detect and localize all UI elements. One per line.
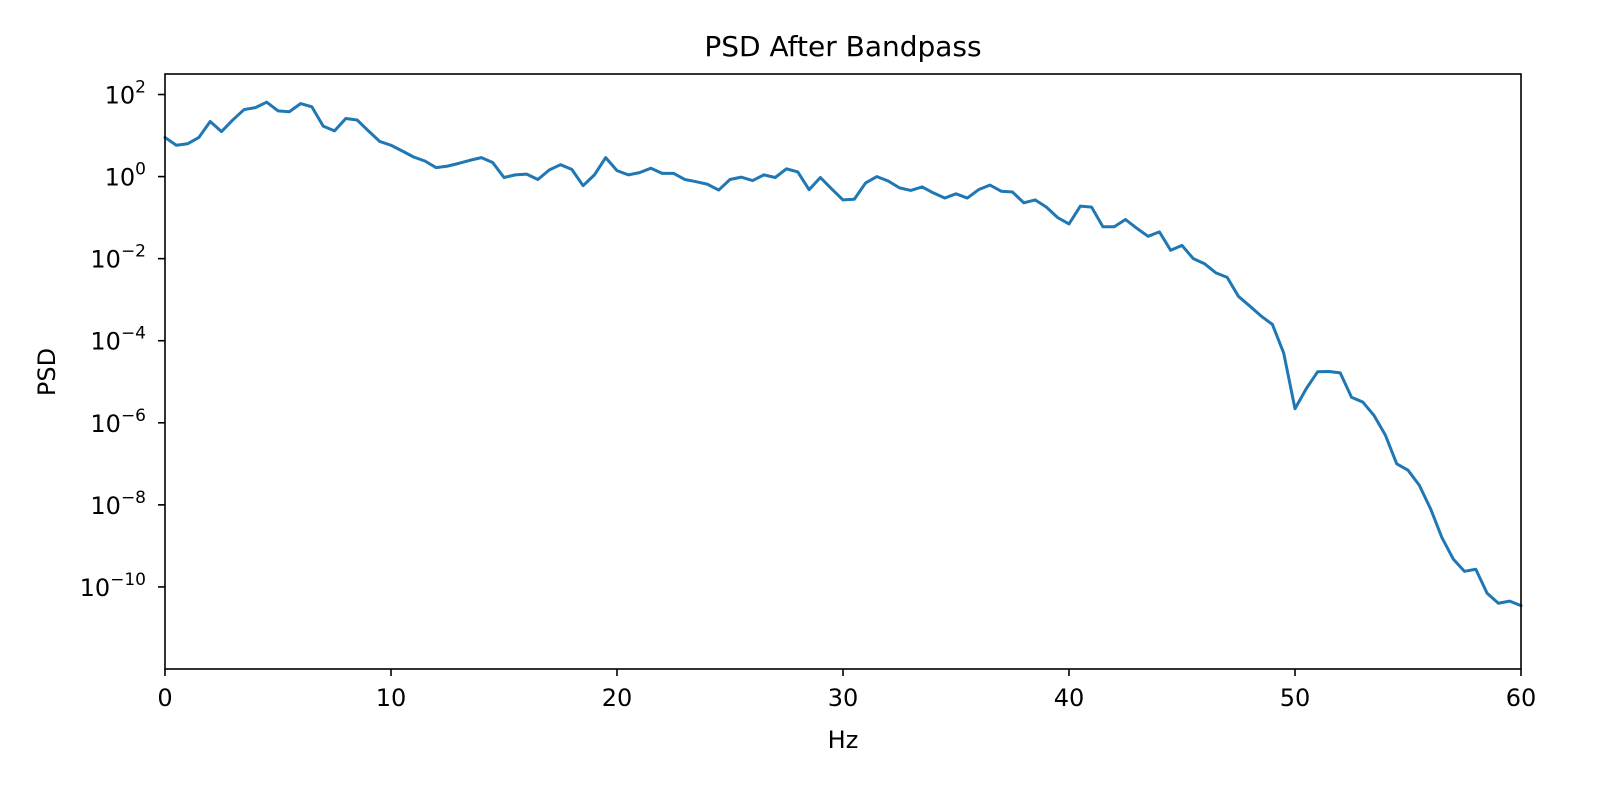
psd-series-line [163, 100, 1523, 608]
x-tick-label: 0 [157, 684, 172, 712]
y-tick-label: 10−8 [90, 488, 146, 520]
y-axis-label: PSD [33, 348, 61, 396]
x-axis-label: Hz [828, 726, 859, 754]
x-tick-label: 30 [828, 684, 859, 712]
x-tick-label: 10 [376, 684, 407, 712]
y-axis: 102 100 10−2 10−4 10−6 10−8 10−10 [80, 78, 165, 602]
series-layer [163, 100, 1523, 608]
x-tick-label: 40 [1054, 684, 1085, 712]
y-tick-label: 10−6 [90, 406, 146, 438]
y-tick-label: 10−2 [90, 242, 146, 274]
chart-title: PSD After Bandpass [704, 30, 981, 63]
x-tick-label: 20 [602, 684, 633, 712]
y-tick-label: 10−10 [80, 570, 146, 602]
x-axis: 0 10 20 30 40 50 60 [157, 669, 1536, 712]
y-tick-label: 102 [105, 78, 146, 110]
x-tick-label: 60 [1506, 684, 1537, 712]
y-tick-label: 10−4 [90, 324, 146, 356]
y-tick-label: 100 [105, 160, 146, 192]
x-tick-label: 50 [1280, 684, 1311, 712]
